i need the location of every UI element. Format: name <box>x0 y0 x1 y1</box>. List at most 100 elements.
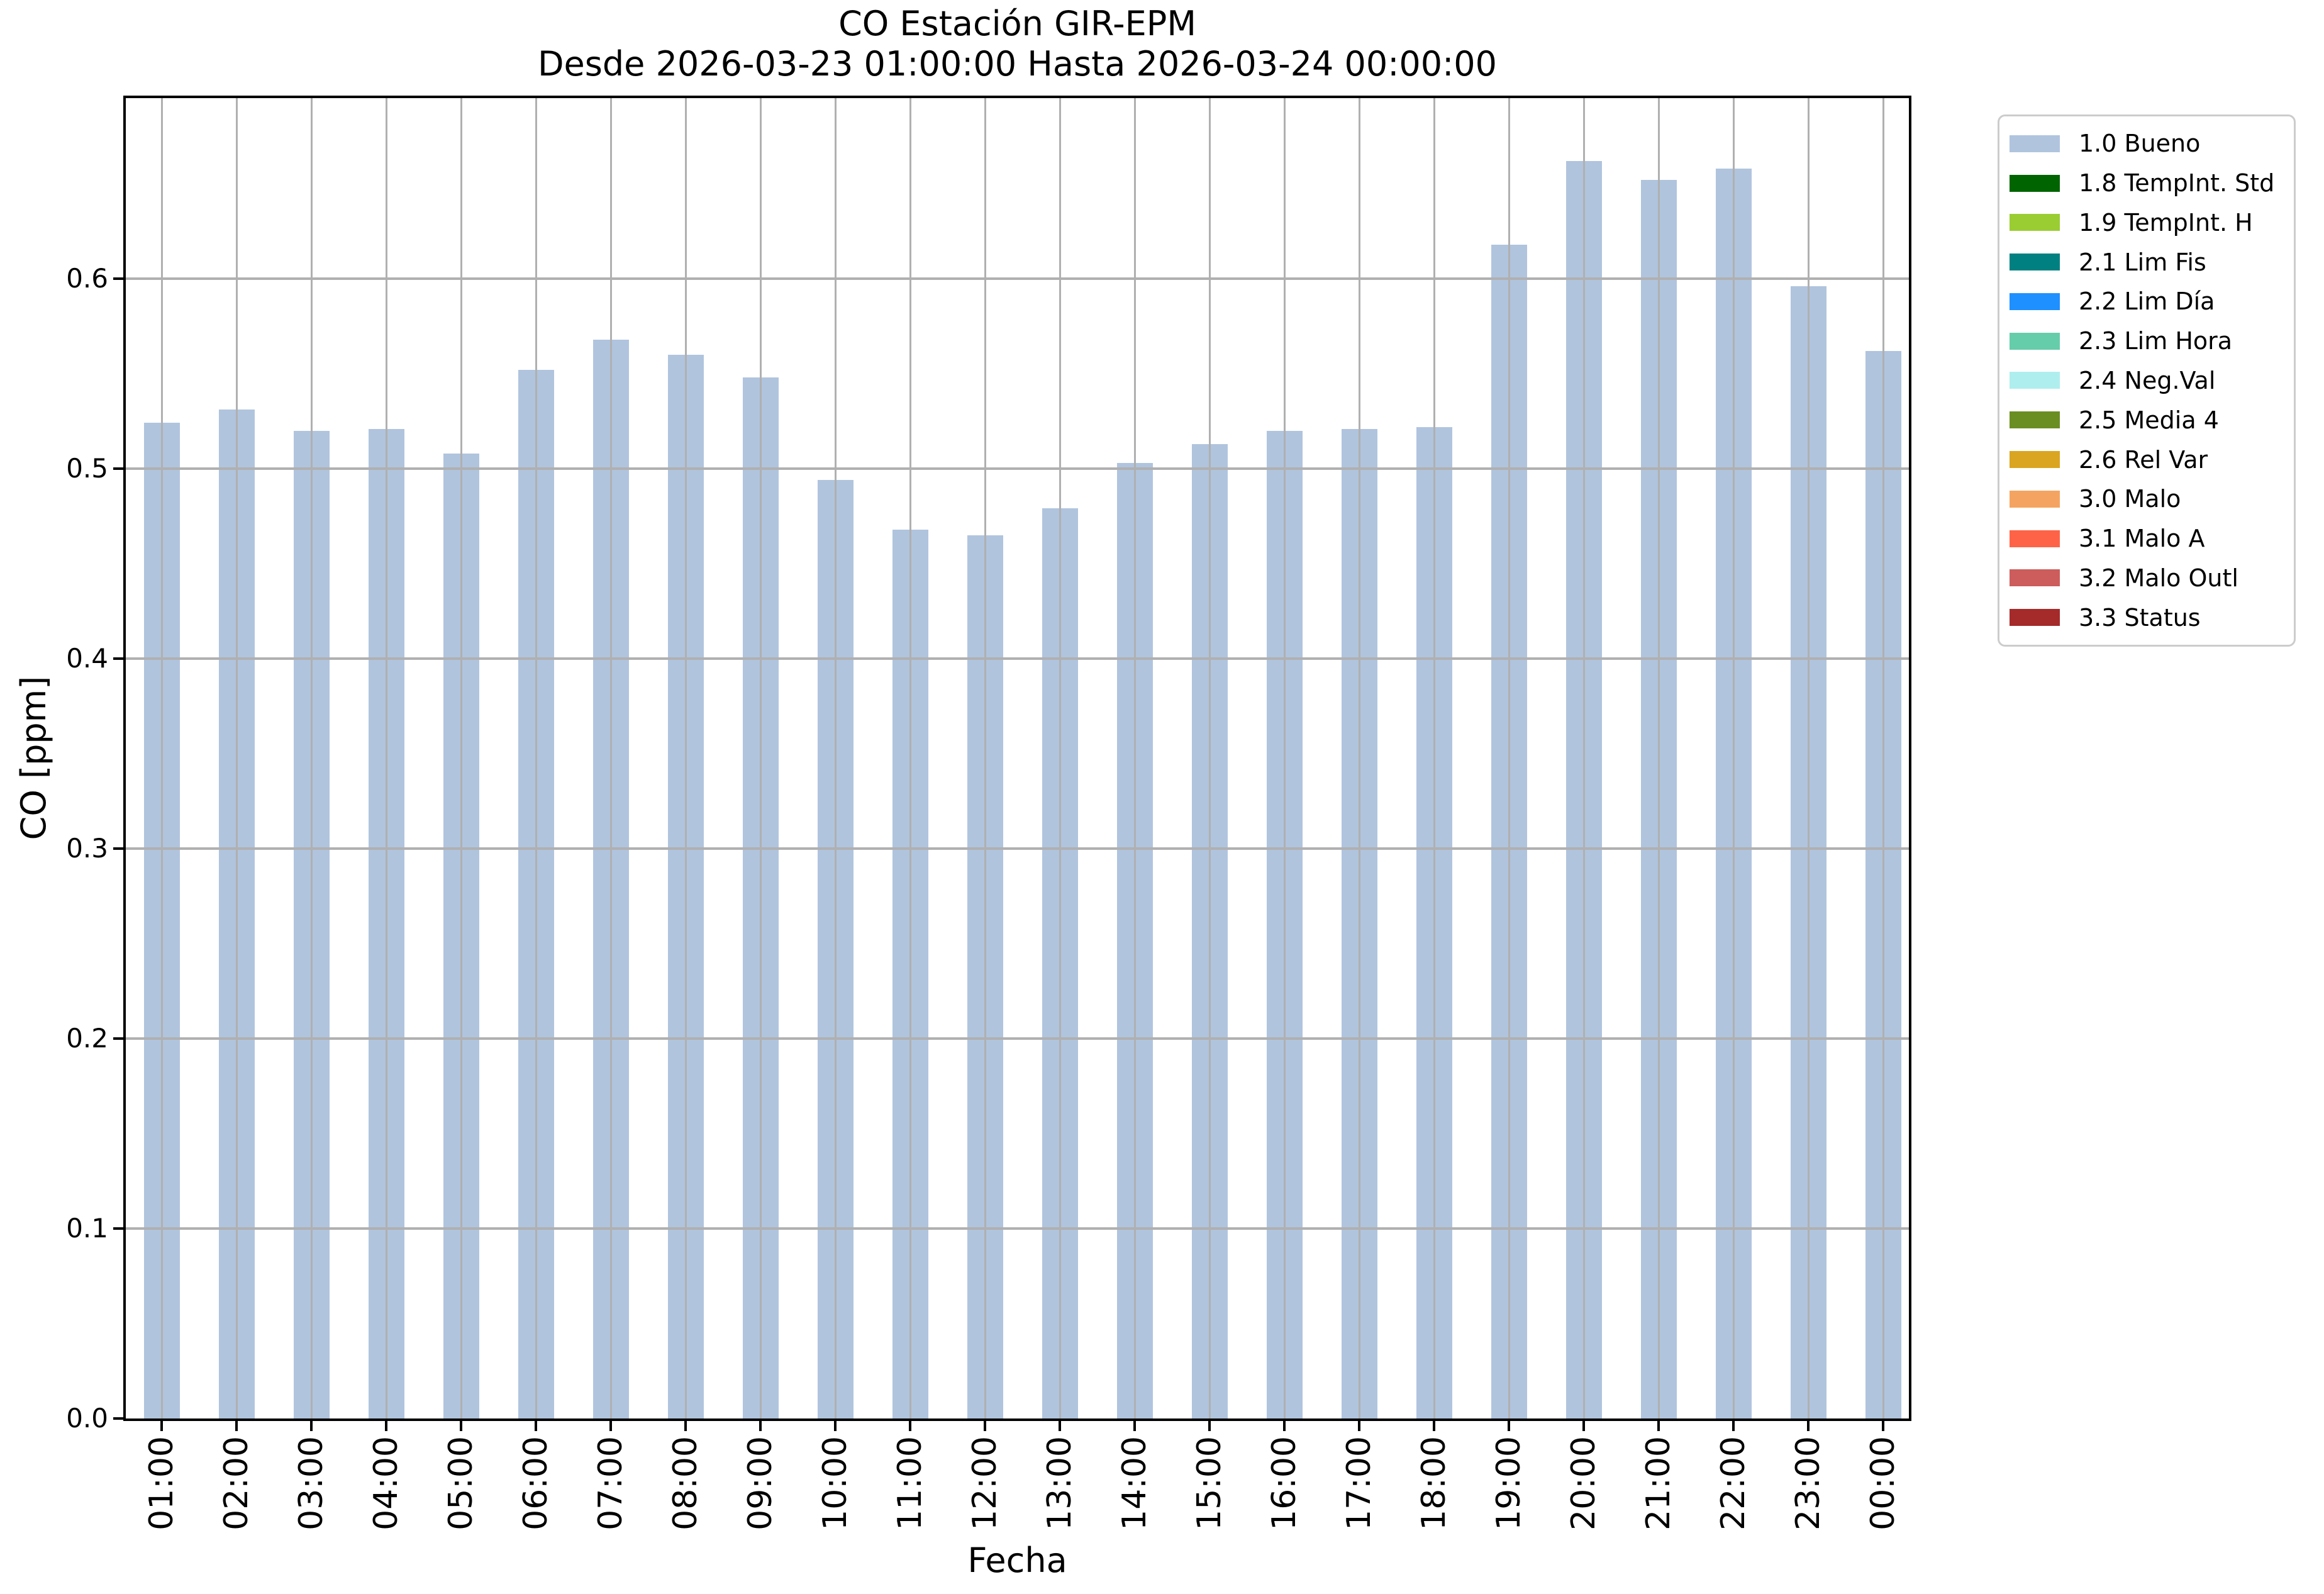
y-tick-mark <box>113 1417 123 1420</box>
legend-swatch <box>2010 254 2060 271</box>
x-tick-mark <box>1882 1421 1884 1431</box>
y-tick-label: 0.0 <box>66 1403 108 1434</box>
vertical-gridline <box>1582 98 1585 1418</box>
x-tick-mark <box>235 1421 238 1431</box>
x-tick-label: 20:00 <box>1565 1436 1603 1530</box>
legend-label: 1.8 TempInt. Std <box>2079 169 2275 198</box>
legend: 1.0 Bueno 1.8 TempInt. Std 1.9 TempInt. H 2… <box>1998 114 2296 647</box>
x-tick-mark <box>1807 1421 1810 1431</box>
vertical-gridline <box>1508 98 1510 1418</box>
legend-swatch <box>2010 214 2060 231</box>
x-tick-mark <box>460 1421 462 1431</box>
legend-swatch <box>2010 332 2060 350</box>
x-tick-mark <box>1582 1421 1585 1431</box>
vertical-gridline <box>310 98 313 1418</box>
vertical-gridline <box>609 98 612 1418</box>
y-axis-title: CO [ppm] <box>14 676 53 840</box>
legend-item: 3.1 Malo A <box>2010 525 2289 552</box>
x-tick-label: 08:00 <box>667 1436 704 1530</box>
legend-label: 3.1 Malo A <box>2079 525 2205 553</box>
legend-item: 3.2 Malo Outl <box>2010 564 2289 592</box>
vertical-gridline <box>1807 98 1810 1418</box>
y-tick-mark <box>113 1227 123 1230</box>
x-tick-label: 22:00 <box>1715 1436 1752 1530</box>
x-tick-mark <box>1433 1421 1435 1431</box>
x-tick-label: 04:00 <box>367 1436 405 1530</box>
y-tick-mark <box>113 847 123 850</box>
legend-item: 3.0 Malo <box>2010 485 2289 513</box>
x-tick-mark <box>1208 1421 1211 1431</box>
vertical-gridline <box>1433 98 1435 1418</box>
x-tick-label: 02:00 <box>218 1436 255 1530</box>
y-tick-label: 0.3 <box>66 832 108 864</box>
legend-item: 2.2 Lim Día <box>2010 287 2289 315</box>
y-tick-label: 0.2 <box>66 1022 108 1054</box>
vertical-gridline <box>160 98 163 1418</box>
x-tick-mark <box>984 1421 986 1431</box>
legend-swatch <box>2010 530 2060 547</box>
legend-item: 1.9 TempInt. H <box>2010 209 2289 237</box>
horizontal-gridline <box>126 1227 1909 1230</box>
legend-label: 3.3 Status <box>2079 603 2201 632</box>
legend-label: 1.0 Bueno <box>2079 130 2201 158</box>
x-tick-mark <box>684 1421 687 1431</box>
x-tick-mark <box>1508 1421 1510 1431</box>
y-tick-label: 0.1 <box>66 1212 108 1244</box>
x-axis-title: Fecha <box>967 1541 1067 1580</box>
x-tick-label: 19:00 <box>1490 1436 1528 1530</box>
x-tick-mark <box>759 1421 762 1431</box>
y-tick-mark <box>113 1037 123 1040</box>
x-tick-label: 12:00 <box>966 1436 1004 1530</box>
x-tick-label: 11:00 <box>891 1436 929 1530</box>
x-tick-mark <box>1732 1421 1735 1431</box>
legend-label: 2.5 Media 4 <box>2079 406 2219 434</box>
x-tick-mark <box>1657 1421 1660 1431</box>
legend-label: 3.2 Malo Outl <box>2079 564 2238 592</box>
chart-title-block: CO Estación GIR-EPM Desde 2026-03-23 01:… <box>126 4 1909 84</box>
legend-swatch <box>2010 174 2060 192</box>
x-tick-label: 09:00 <box>742 1436 779 1530</box>
x-tick-label: 06:00 <box>517 1436 555 1530</box>
chart-title: CO Estación GIR-EPM <box>838 4 1196 43</box>
horizontal-gridline <box>126 847 1909 850</box>
legend-item: 2.5 Media 4 <box>2010 406 2289 434</box>
y-tick-mark <box>113 657 123 660</box>
vertical-gridline <box>909 98 911 1418</box>
vertical-gridline <box>1133 98 1136 1418</box>
vertical-gridline <box>1732 98 1735 1418</box>
horizontal-gridline <box>126 277 1909 280</box>
x-tick-mark <box>909 1421 911 1431</box>
x-tick-mark <box>834 1421 837 1431</box>
x-tick-mark <box>1133 1421 1136 1431</box>
legend-label: 2.2 Lim Día <box>2079 287 2215 316</box>
x-tick-mark <box>160 1421 163 1431</box>
legend-swatch <box>2010 411 2060 429</box>
x-tick-mark <box>1059 1421 1061 1431</box>
vertical-gridline <box>1657 98 1660 1418</box>
y-tick-mark <box>113 277 123 280</box>
x-tick-mark <box>310 1421 313 1431</box>
vertical-gridline <box>1059 98 1061 1418</box>
x-tick-mark <box>535 1421 537 1431</box>
x-tick-label: 23:00 <box>1789 1436 1827 1530</box>
vertical-gridline <box>385 98 387 1418</box>
horizontal-gridline <box>126 657 1909 660</box>
vertical-gridline <box>1882 98 1884 1418</box>
x-tick-mark <box>1283 1421 1286 1431</box>
x-tick-label: 14:00 <box>1116 1436 1154 1530</box>
x-tick-label: 07:00 <box>592 1436 630 1530</box>
legend-swatch <box>2010 490 2060 508</box>
legend-item: 2.6 Rel Var <box>2010 446 2289 474</box>
y-tick-mark <box>113 467 123 470</box>
legend-swatch <box>2010 293 2060 310</box>
legend-swatch <box>2010 451 2060 468</box>
x-tick-mark <box>385 1421 387 1431</box>
x-tick-mark <box>609 1421 612 1431</box>
legend-item: 2.4 Neg.Val <box>2010 367 2289 394</box>
legend-swatch <box>2010 609 2060 627</box>
horizontal-gridline <box>126 467 1909 470</box>
legend-label: 2.3 Lim Hora <box>2079 327 2233 355</box>
vertical-gridline <box>235 98 238 1418</box>
vertical-gridline <box>1358 98 1360 1418</box>
legend-item: 2.3 Lim Hora <box>2010 327 2289 355</box>
